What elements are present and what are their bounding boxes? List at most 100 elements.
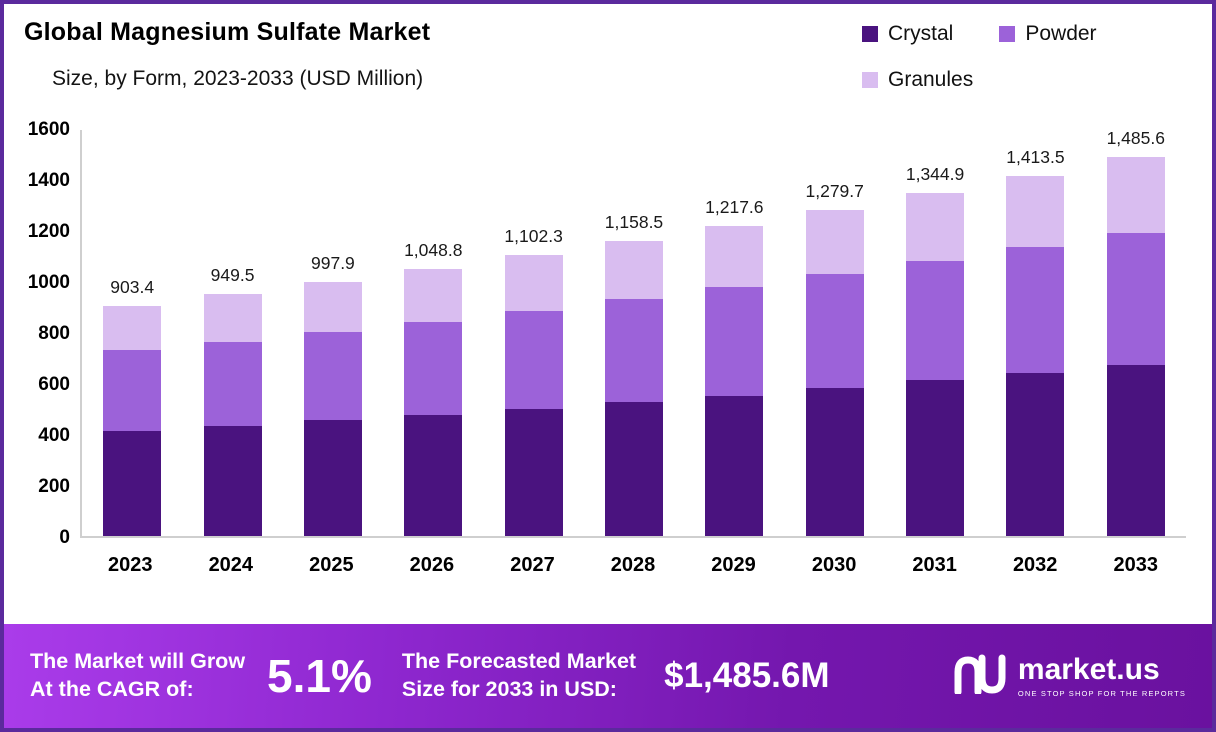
stacked-bar bbox=[805, 209, 864, 536]
y-tick-label: 600 bbox=[38, 374, 70, 395]
bar-segment-powder bbox=[103, 349, 162, 432]
y-tick-label: 1400 bbox=[27, 170, 70, 191]
stacked-bar bbox=[705, 225, 764, 536]
bar-segment-granules bbox=[1006, 175, 1065, 247]
stacked-bar bbox=[906, 193, 965, 536]
bar-segment-crystal bbox=[504, 408, 563, 536]
bar-column-2031: 1,344.9 bbox=[885, 130, 985, 536]
plot-area: 903.4 949.5 997.9 1,048.8 1,102.3 1,158.5 1,21… bbox=[80, 128, 1186, 538]
bar-segment-granules bbox=[805, 209, 864, 274]
bar-total-label: 903.4 bbox=[110, 276, 155, 297]
bar-segment-powder bbox=[203, 342, 262, 427]
cagr-label-line1: The Market will Grow bbox=[30, 649, 246, 674]
stacked-bar bbox=[404, 268, 463, 536]
market-us-logo-icon bbox=[954, 654, 1006, 699]
x-tick-label: 2027 bbox=[510, 554, 555, 576]
cagr-label-line2: At the CAGR of: bbox=[30, 677, 194, 701]
stacked-bar bbox=[103, 305, 162, 536]
forecast-label: The Forecasted Market Size for 2033 in U… bbox=[402, 648, 636, 704]
bar-total-label: 1,048.8 bbox=[404, 239, 463, 260]
x-tick-label: 2033 bbox=[1113, 554, 1158, 576]
bar-total-label: 1,158.5 bbox=[604, 211, 664, 232]
bar-segment-granules bbox=[906, 193, 965, 261]
legend-swatch-granules bbox=[862, 72, 878, 88]
y-tick-label: 1200 bbox=[27, 221, 70, 242]
legend-label: Powder bbox=[1025, 22, 1097, 45]
cagr-value: 5.1% bbox=[267, 650, 372, 702]
y-tick-label: 800 bbox=[38, 323, 70, 344]
bar-total-label: 1,217.6 bbox=[705, 196, 764, 217]
x-tick-label: 2025 bbox=[309, 554, 354, 576]
bar-segment-powder bbox=[805, 273, 864, 389]
brand-tagline: ONE STOP SHOP FOR THE REPORTS bbox=[1017, 688, 1186, 698]
stacked-bar bbox=[203, 293, 262, 536]
bar-segment-granules bbox=[604, 240, 663, 299]
stacked-bar bbox=[504, 254, 563, 536]
x-tick-label: 2026 bbox=[409, 554, 455, 576]
bar-segment-granules bbox=[705, 225, 764, 288]
bar-segment-crystal bbox=[604, 402, 663, 536]
legend-swatch-crystal bbox=[862, 26, 878, 42]
bar-column-2025: 997.9 bbox=[283, 130, 383, 536]
bar-segment-granules bbox=[504, 254, 563, 312]
chart-body: 0 200 400 600 800 1000 1200 1400 1600 903.4 949.5… bbox=[4, 119, 1212, 577]
bar-column-2023: 903.4 bbox=[82, 130, 182, 536]
bar-total-label: 997.9 bbox=[311, 252, 355, 273]
forecast-label-line2: Size for 2033 in USD: bbox=[401, 677, 617, 701]
legend-item-powder: Powder bbox=[999, 22, 1097, 46]
bar-total-label: 1,102.3 bbox=[504, 225, 563, 246]
y-tick-label: 400 bbox=[38, 425, 70, 446]
bar-total-label: 1,344.9 bbox=[905, 164, 965, 185]
x-tick-label: 2029 bbox=[711, 554, 756, 576]
chart-card: Global Magnesium Sulfate Market Size, by… bbox=[4, 4, 1212, 624]
bar-column-2026: 1,048.8 bbox=[383, 130, 483, 536]
x-axis: 2023 2024 2025 2026 2027 2028 2029 2030 2031 2032… bbox=[80, 538, 1186, 577]
bar-segment-granules bbox=[404, 268, 463, 322]
x-tick-label: 2032 bbox=[1012, 554, 1058, 576]
legend-swatch-powder bbox=[999, 26, 1016, 42]
bar-total-label: 1,279.7 bbox=[805, 180, 864, 201]
bar-column-2032: 1,413.5 bbox=[985, 130, 1085, 536]
legend-item-granules: Granules bbox=[862, 68, 973, 92]
bar-segment-granules bbox=[103, 305, 162, 350]
stacked-bar bbox=[1106, 157, 1165, 536]
y-tick-label: 0 bbox=[59, 527, 70, 548]
bar-total-label: 1,413.5 bbox=[1006, 146, 1065, 167]
bar-segment-powder bbox=[1106, 232, 1165, 366]
y-tick-label: 200 bbox=[38, 476, 70, 497]
bar-segment-powder bbox=[705, 287, 764, 396]
brand-text: market.us ONE STOP SHOP FOR THE REPORTS bbox=[1017, 654, 1186, 698]
footer-banner: The Market will Grow At the CAGR of: 5.1… bbox=[4, 624, 1212, 728]
bar-segment-crystal bbox=[303, 419, 362, 536]
x-tick-label: 2028 bbox=[610, 554, 656, 576]
forecast-label-line1: The Forecasted Market bbox=[401, 649, 637, 674]
y-tick-label: 1600 bbox=[27, 119, 70, 140]
bar-segment-crystal bbox=[103, 431, 162, 536]
legend-item-crystal: Crystal bbox=[862, 22, 953, 46]
bar-segment-crystal bbox=[805, 388, 864, 536]
forecast-value: $1,485.6M bbox=[664, 656, 830, 695]
stacked-bar bbox=[1006, 175, 1065, 536]
x-tick-label: 2030 bbox=[811, 554, 857, 576]
stacked-bar bbox=[303, 281, 362, 536]
bar-segment-powder bbox=[404, 321, 463, 415]
plot-wrap: 903.4 949.5 997.9 1,048.8 1,102.3 1,158.5 1,21… bbox=[80, 128, 1186, 577]
y-axis: 0 200 400 600 800 1000 1200 1400 1600 bbox=[16, 119, 80, 548]
bar-column-2033: 1,485.6 bbox=[1086, 128, 1186, 536]
bar-segment-granules bbox=[303, 281, 362, 333]
x-tick-label: 2024 bbox=[208, 554, 254, 576]
x-tick-label: 2031 bbox=[912, 554, 957, 576]
bar-segment-granules bbox=[203, 293, 262, 343]
x-tick-label: 2023 bbox=[108, 554, 153, 576]
legend-label: Granules bbox=[888, 68, 974, 91]
bar-segment-powder bbox=[303, 332, 362, 420]
bar-total-label: 1,485.6 bbox=[1106, 128, 1165, 149]
bar-segment-powder bbox=[504, 311, 563, 409]
cagr-label: The Market will Grow At the CAGR of: bbox=[30, 648, 245, 704]
bar-segment-crystal bbox=[906, 380, 965, 536]
bar-segment-granules bbox=[1106, 157, 1165, 233]
legend: Crystal Powder Granules bbox=[862, 22, 1180, 92]
bar-segment-powder bbox=[1006, 246, 1065, 373]
bar-segment-crystal bbox=[203, 426, 262, 536]
